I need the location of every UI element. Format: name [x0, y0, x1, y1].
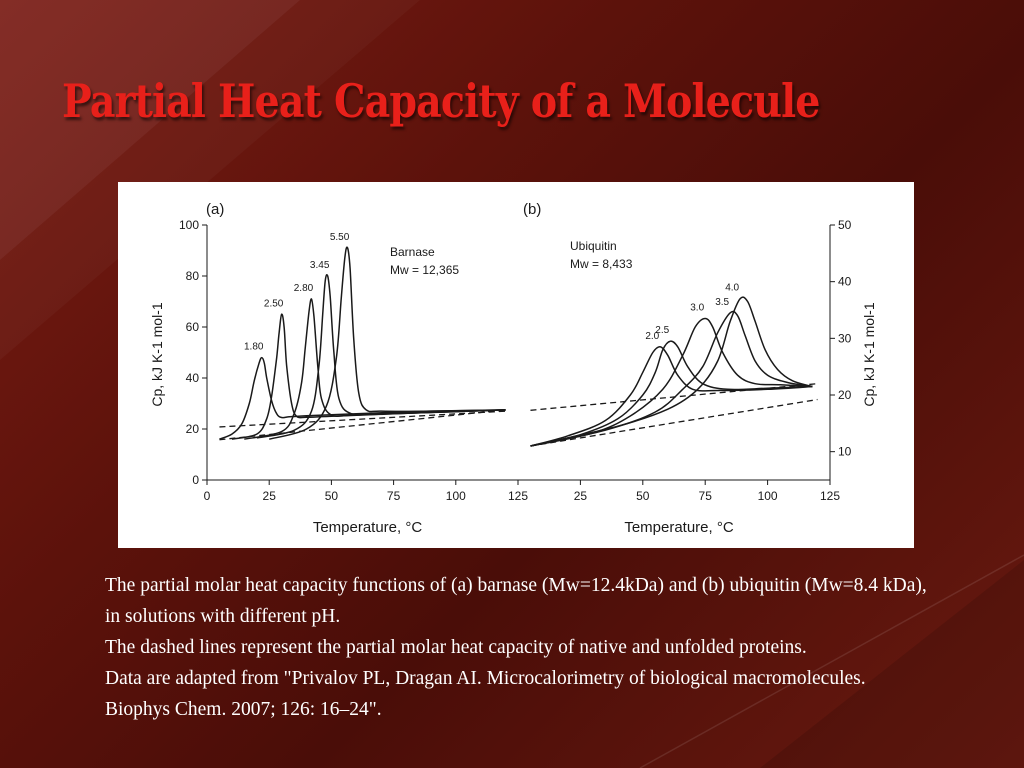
panel-b-y-tick-label: 50 — [838, 218, 852, 232]
panel-a-y-tick-label: 0 — [192, 473, 199, 487]
panel-b-series-ph-2.5 — [530, 340, 813, 447]
panel-a-y-tick-label: 100 — [179, 218, 199, 232]
panel-a-y-tick-label: 40 — [186, 371, 200, 385]
panel-b-y-axis-label: Cp, kJ K-1 mol-1 — [861, 302, 877, 406]
panel-a-dashed-baseline — [219, 409, 506, 441]
panel-a-x-tick-label: 50 — [325, 489, 339, 503]
panel-a-series-label: 2.80 — [294, 283, 314, 294]
panel-a-y-tick-label: 80 — [186, 269, 200, 283]
panel-b-y-tick-label: 30 — [838, 331, 852, 345]
panel-a-x-tick-label: 25 — [263, 489, 277, 503]
panel-b-x-tick-label: 25 — [574, 489, 588, 503]
panel-a-series-ph-5.50 — [269, 246, 506, 440]
panel-b-series-label: 2.5 — [655, 325, 669, 336]
caption-line-3: Data are adapted from "Privalov PL, Drag… — [105, 668, 866, 720]
panel-b-series-label: 4.0 — [725, 283, 739, 294]
panel-a-series-label: 3.45 — [310, 260, 330, 271]
panel-a-y-tick-label: 60 — [186, 320, 200, 334]
figure-caption: The partial molar heat capacity function… — [105, 570, 935, 725]
panel-a-series-label: 2.50 — [264, 298, 284, 309]
panel-b-protein-name: Ubiquitin — [570, 239, 617, 253]
figure-panel: 0 25 50 75 100 125 0 20 40 60 80 100 Temperature, °C… — [118, 182, 914, 548]
panel-b-series-ph-2.0 — [530, 346, 813, 447]
panel-a-label: (a) — [206, 201, 224, 218]
caption-line-1: The partial molar heat capacity function… — [105, 575, 927, 627]
panel-b-x-tick-label: 75 — [699, 489, 713, 503]
panel-a-x-axis-label: Temperature, °C — [313, 519, 423, 536]
panel-a-x-tick-label: 125 — [508, 489, 528, 503]
panel-b-molecular-weight: Mw = 8,433 — [570, 257, 633, 271]
panel-a-x-tick-label: 0 — [204, 489, 211, 503]
panel-a-x-tick-label: 75 — [387, 489, 401, 503]
panel-a-molecular-weight: Mw = 12,365 — [390, 263, 459, 277]
panel-a-series-label: 5.50 — [330, 232, 350, 243]
panel-b-x-axis-label: Temperature, °C — [624, 519, 734, 536]
panel-b-y-tick-label: 40 — [838, 275, 852, 289]
panel-a-y-axis-label: Cp, kJ K-1 mol-1 — [149, 302, 165, 406]
panel-b-x-tick-label: 125 — [820, 489, 840, 503]
dsc-chart: 0 25 50 75 100 125 0 20 40 60 80 100 Temperature, °C… — [149, 201, 877, 536]
panel-b-series-label: 3.5 — [715, 297, 729, 308]
panel-b-x-tick-label: 50 — [636, 489, 650, 503]
panel-b-series-ph-4.0 — [530, 296, 813, 447]
panel-b-dashed-baseline — [530, 398, 818, 447]
panel-a-series-label: 1.80 — [244, 342, 264, 353]
panel-a-series-ph-3.45 — [256, 274, 506, 439]
panel-b-y-tick-label: 10 — [838, 445, 852, 459]
slide-title: Partial Heat Capacity of a Molecule — [62, 74, 820, 128]
panel-b-series-label: 3.0 — [690, 303, 704, 314]
panel-b-series-ph-3.5 — [530, 310, 813, 447]
panel-a-series-ph-1.80 — [219, 356, 506, 440]
panel-a-y-tick-label: 20 — [186, 422, 200, 436]
panel-a-protein-name: Barnase — [390, 245, 435, 259]
panel-b-x-tick-label: 100 — [758, 489, 778, 503]
panel-a-dashed-baseline — [219, 410, 506, 428]
panel-b-series-label: 2.0 — [645, 331, 659, 342]
panel-a-series-ph-2.50 — [231, 313, 506, 440]
panel-b-label: (b) — [523, 201, 541, 218]
panel-b-series-ph-3.0 — [530, 317, 813, 447]
panel-a-x-tick-label: 100 — [446, 489, 466, 503]
panel-b-y-tick-label: 20 — [838, 388, 852, 402]
caption-line-2: The dashed lines represent the partial m… — [105, 637, 807, 658]
